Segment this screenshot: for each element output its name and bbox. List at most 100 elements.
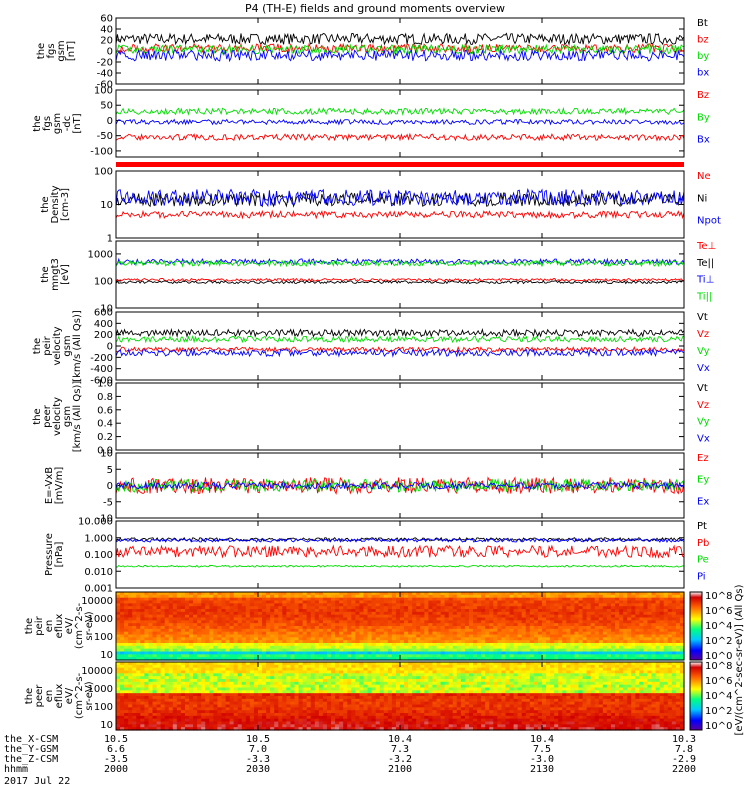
heatmap-cell: [294, 710, 300, 714]
heatmap-cell: [278, 713, 283, 717]
heatmap-cell: [310, 654, 316, 658]
heatmap-cell: [144, 713, 150, 717]
heatmap-cell: [331, 651, 336, 655]
heatmap-cell: [383, 648, 389, 653]
heatmap-cell: [379, 623, 385, 627]
heatmap-cell: [359, 643, 365, 647]
heatmap-cell: [298, 704, 304, 708]
heatmap-cell: [379, 611, 385, 616]
heatmap-cell: [408, 620, 413, 624]
heatmap-cell: [274, 701, 279, 706]
heatmap-cell: [383, 628, 389, 633]
heatmap-cell: [343, 696, 348, 700]
heatmap-cell: [241, 609, 247, 613]
heatmap-cell: [424, 614, 429, 619]
heatmap-cell: [367, 681, 373, 686]
heatmap-cell: [241, 718, 247, 723]
heatmap-cell: [513, 609, 519, 613]
heatmap-cell: [233, 614, 239, 619]
heatmap-cell: [343, 654, 348, 658]
heatmap-cell: [339, 657, 344, 661]
heatmap-cell: [542, 592, 547, 596]
heatmap-cell: [258, 628, 263, 633]
heatmap-cell: [355, 594, 361, 599]
legend-Vt: Vt: [697, 312, 708, 323]
heatmap-cell: [249, 670, 255, 674]
heatmap-cell: [172, 600, 178, 604]
heatmap-cell: [509, 597, 515, 602]
heatmap-cell: [314, 623, 320, 627]
heatmap-cell: [343, 645, 348, 650]
heatmap-cell: [318, 617, 324, 621]
heatmap-cell: [412, 603, 417, 607]
heatmap-cell: [132, 690, 137, 694]
heatmap-cell: [643, 597, 649, 602]
heatmap-cell: [379, 600, 385, 604]
heatmap-cell: [546, 640, 551, 644]
heatmap-cell: [282, 594, 287, 599]
y-tick-label: 0.010: [84, 567, 113, 578]
heatmap-cell: [314, 704, 320, 708]
heatmap-cell: [335, 637, 340, 641]
heatmap-cell: [395, 651, 401, 655]
heatmap-cell: [537, 594, 543, 599]
heatmap-cell: [266, 684, 271, 689]
heatmap-cell: [610, 640, 616, 644]
heatmap-cell: [651, 617, 657, 621]
heatmap-cell: [156, 654, 162, 658]
heatmap-cell: [639, 592, 645, 596]
heatmap-cell: [128, 667, 133, 672]
heatmap-cell: [209, 707, 214, 711]
heatmap-cell: [432, 614, 438, 619]
heatmap-cell: [318, 684, 324, 689]
heatmap-cell: [497, 620, 503, 624]
heatmap-cell: [176, 603, 182, 607]
heatmap-cell: [124, 611, 129, 616]
heatmap-cell: [651, 623, 657, 627]
heatmap-cell: [651, 634, 657, 638]
heatmap-cell: [395, 643, 401, 647]
heatmap-cell: [282, 673, 287, 677]
heatmap-cell: [537, 634, 543, 638]
heatmap-cell: [432, 654, 438, 658]
heatmap-cell: [647, 643, 653, 647]
heatmap-cell: [144, 645, 150, 650]
heatmap-cell: [294, 707, 300, 711]
heatmap-cell: [436, 600, 442, 604]
heatmap-cell: [363, 651, 369, 655]
heatmap-cell: [550, 594, 555, 599]
heatmap-cell: [128, 721, 133, 725]
heatmap-cell: [339, 721, 344, 725]
heatmap-cell: [558, 603, 563, 607]
heatmap-cell: [428, 600, 434, 604]
heatmap-cell: [193, 603, 198, 607]
heatmap-cell: [667, 614, 673, 619]
heatmap-cell: [116, 634, 121, 638]
heatmap-cell: [314, 724, 320, 728]
heatmap-cell: [278, 667, 283, 672]
heatmap-cell: [602, 614, 608, 619]
heatmap-cell: [209, 679, 214, 683]
heatmap-cell: [391, 640, 397, 644]
heatmap-cell: [395, 611, 401, 616]
heatmap-cell: [253, 640, 259, 644]
heatmap-cell: [124, 704, 129, 708]
heatmap-cell: [590, 609, 596, 613]
heatmap-cell: [184, 597, 190, 602]
heatmap-cell: [570, 640, 576, 644]
heatmap-cell: [217, 634, 223, 638]
heatmap-cell: [375, 592, 381, 596]
heatmap-cell: [205, 634, 210, 638]
heatmap-cell: [667, 600, 673, 604]
heatmap-cell: [189, 690, 194, 694]
heatmap-cell: [168, 628, 174, 633]
heatmap-cell: [485, 640, 490, 644]
heatmap-cell: [359, 707, 365, 711]
heatmap-cell: [120, 651, 125, 655]
heatmap-cell: [278, 696, 283, 700]
heatmap-cell: [233, 648, 239, 653]
heatmap-cell: [225, 614, 231, 619]
heatmap-cell: [160, 701, 166, 706]
heatmap-cell: [245, 623, 251, 627]
